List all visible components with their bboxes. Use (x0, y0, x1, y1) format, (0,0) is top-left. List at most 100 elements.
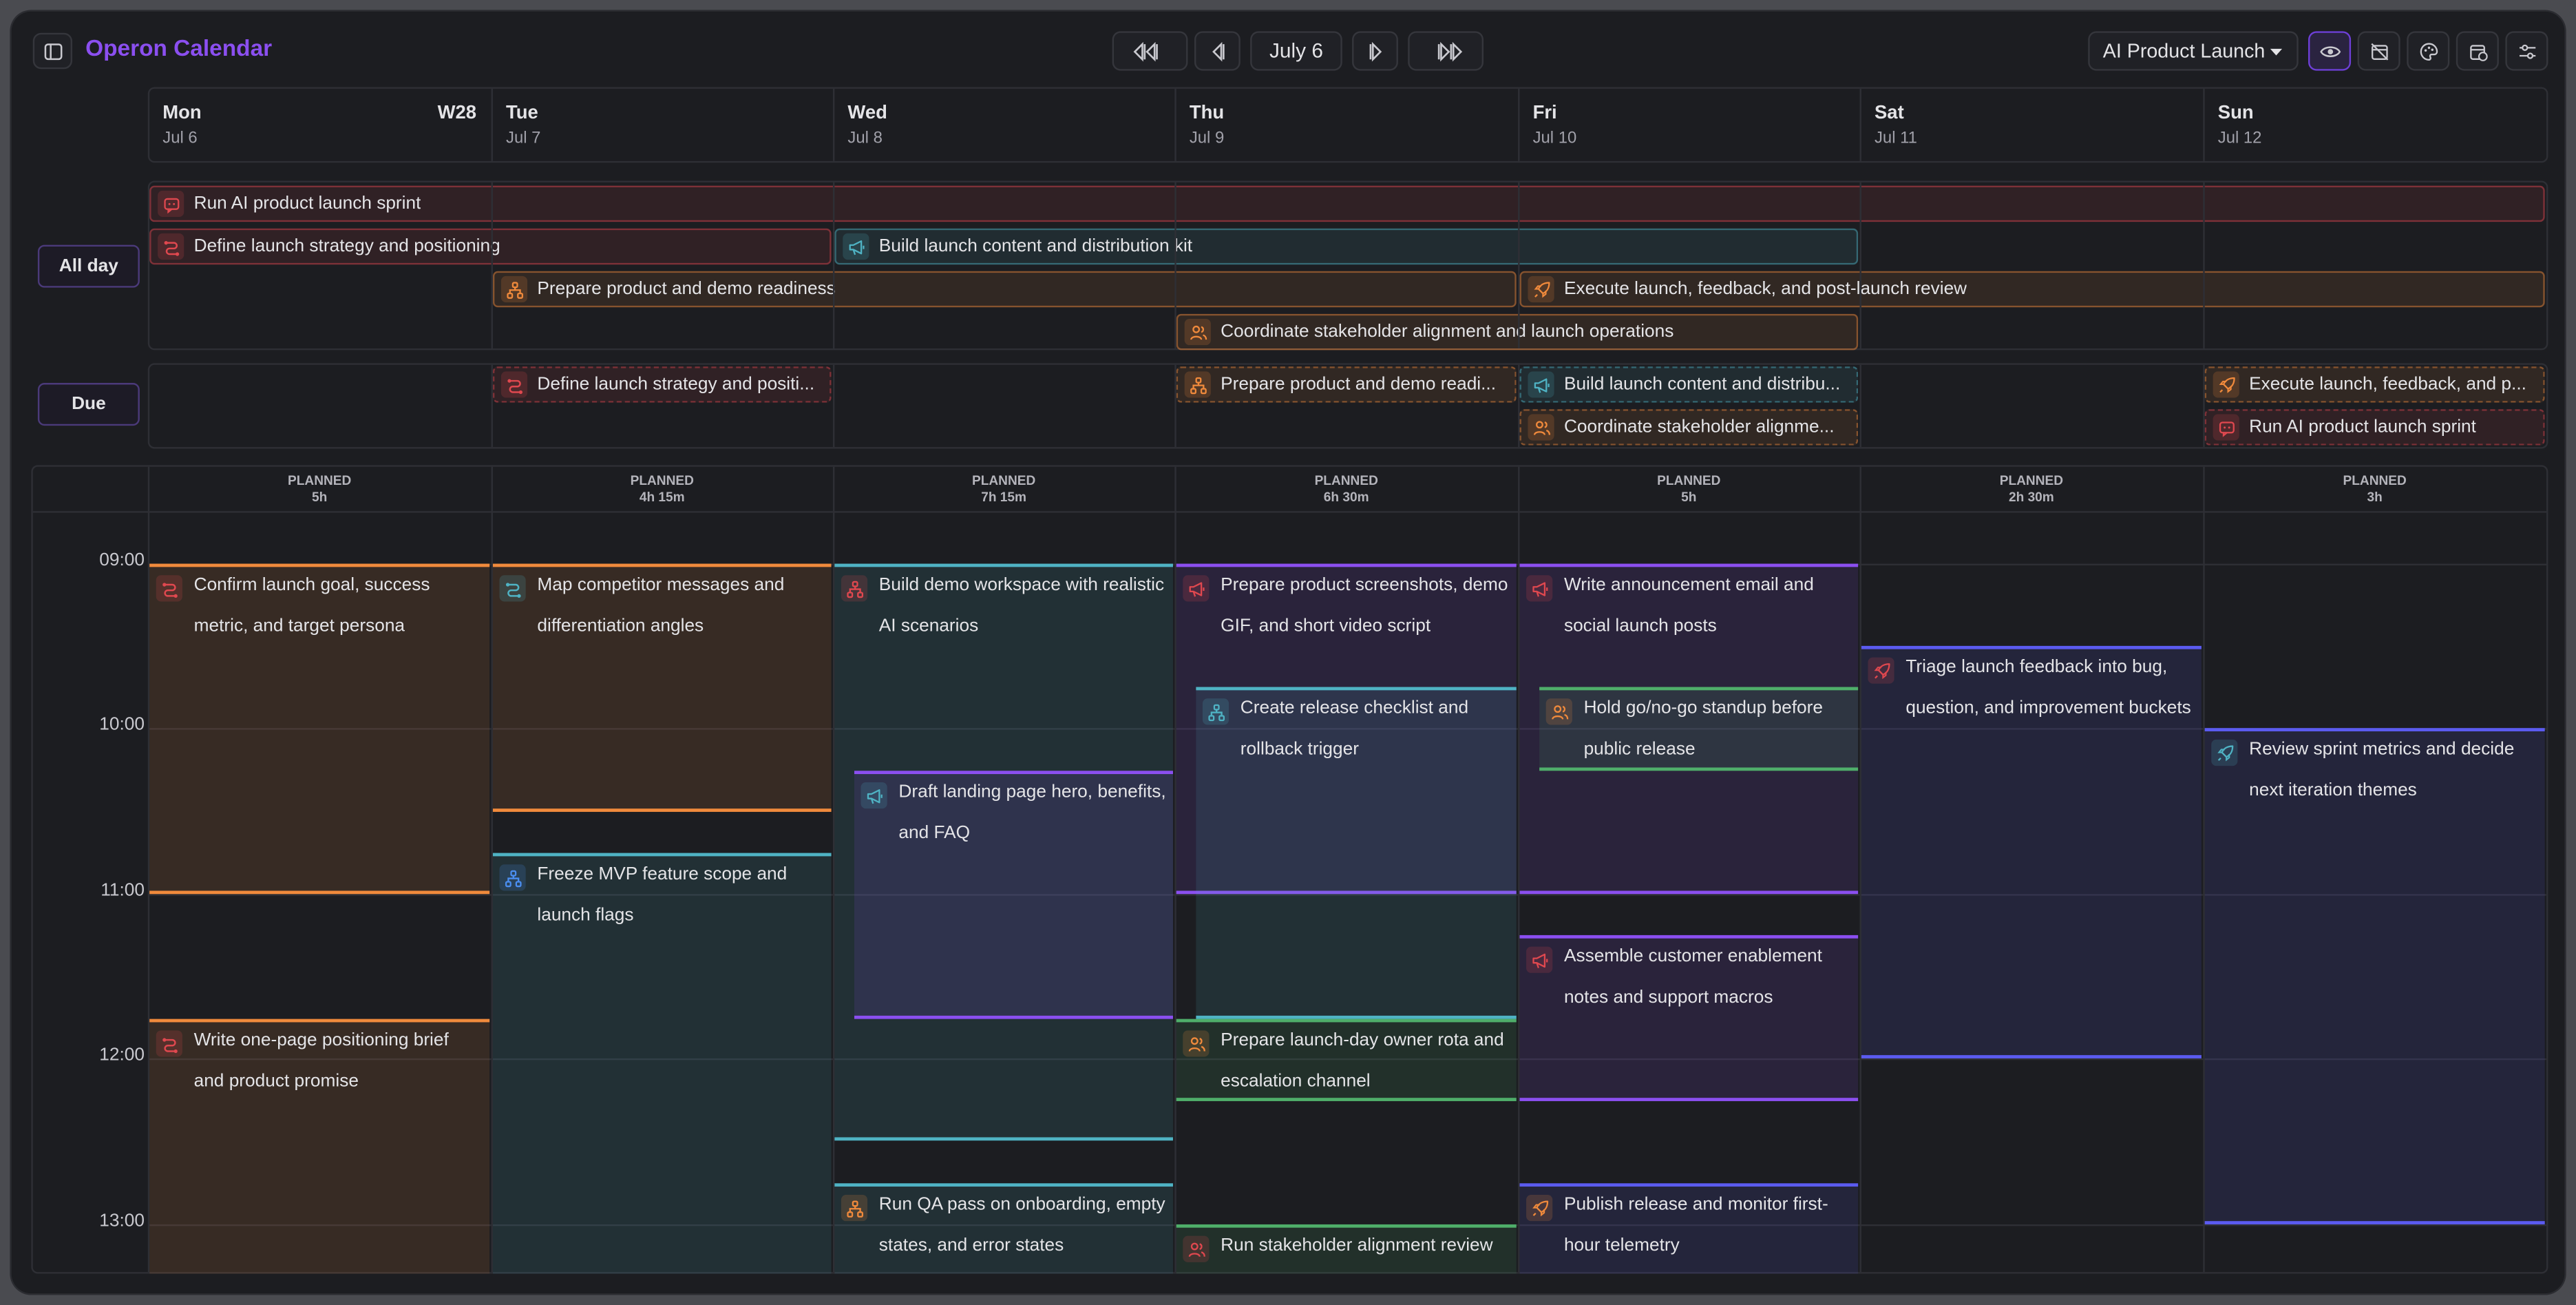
day-date: Jul 8 (847, 129, 883, 148)
event-row: Build demo workspace with realistic AI s… (834, 567, 1173, 647)
due-item[interactable]: Coordinate stakeholder alignme... (1519, 409, 1859, 446)
event-title: Publish release and monitor first-hour t… (1563, 1194, 1828, 1256)
rocket-icon (2213, 371, 2239, 398)
skip-back-double-icon (1133, 41, 1158, 61)
due-item[interactable]: Prepare product and demo readi... (1176, 366, 1517, 403)
settings-button[interactable] (2505, 31, 2548, 71)
timed-event[interactable]: Draft landing page hero, benefits, and F… (854, 771, 1173, 1019)
event-row: Write one-page positioning brief and pro… (149, 1022, 489, 1103)
rocket-icon (2211, 739, 2238, 766)
day-header[interactable]: Sat Jul 11 (1860, 89, 2204, 163)
planned-label: PLANNED (288, 473, 352, 488)
event-row: Assemble customer enablement notes and s… (1520, 939, 1859, 1019)
next-day-button[interactable] (1352, 31, 1398, 71)
day-header[interactable]: Mon Jul 6 W28 (148, 89, 492, 163)
timed-event[interactable]: Hold go/no-go standup before public rele… (1539, 687, 1859, 771)
column-divider (491, 466, 493, 1273)
column-divider (832, 364, 835, 448)
day-name: Mon (162, 103, 202, 123)
event-title: Prepare product and demo readiness (537, 279, 836, 300)
timed-event[interactable]: Triage launch feedback into bug, questio… (1861, 645, 2202, 1058)
event-title: Define launch strategy and positi... (537, 375, 815, 395)
timed-event[interactable]: Prepare product screenshots, demo GIF, a… (1176, 563, 1517, 895)
day-header[interactable]: Fri Jul 10 (1518, 89, 1859, 163)
all-day-event[interactable]: Run AI product launch sprint (149, 185, 2545, 222)
time-label: 12:00 (99, 1045, 145, 1065)
event-title: Execute launch, feedback, and p... (2249, 375, 2526, 395)
megaphone-icon (861, 782, 887, 809)
all-day-event[interactable]: Coordinate stakeholder alignment and lau… (1176, 313, 1859, 351)
palette-icon (2419, 42, 2438, 60)
all-day-area (147, 180, 2548, 351)
timed-event[interactable]: Confirm launch goal, success metric, and… (149, 563, 490, 895)
day-date: Jul 10 (1532, 129, 1577, 148)
all-day-event[interactable]: Execute launch, feedback, and post-launc… (1519, 271, 2545, 308)
all-day-button[interactable]: All day (37, 244, 140, 288)
due-item[interactable]: Execute launch, feedback, and p... (2204, 366, 2545, 403)
calendar-window: Operon Calendar July 6 AI Product Launch… (11, 11, 2565, 1294)
event-title: Build launch content and distribution ki… (878, 236, 1193, 257)
event-title: Assemble customer enablement notes and s… (1563, 946, 1822, 1008)
project-select[interactable]: AI Product Launch (2088, 31, 2299, 71)
theme-button[interactable] (2407, 31, 2450, 71)
users-icon (1184, 318, 1211, 346)
current-date-button[interactable]: July 6 (1250, 31, 1342, 71)
all-day-event[interactable]: Build launch content and distribution ki… (834, 228, 1859, 265)
day-header[interactable]: Tue Jul 7 (492, 89, 833, 163)
time-label: 11:00 (101, 881, 145, 901)
rocket-icon (1528, 275, 1554, 303)
event-title: Coordinate stakeholder alignment and lau… (1221, 322, 1674, 342)
timed-event[interactable]: Publish release and monitor first-hour t… (1519, 1183, 1859, 1274)
project-select-value: AI Product Launch (2102, 39, 2266, 63)
all-day-event[interactable]: Define launch strategy and positioning (149, 228, 832, 265)
planned-value: 3h (2367, 490, 2383, 505)
column-divider (1174, 466, 1176, 1273)
hour-line (147, 728, 2547, 730)
eye-icon (2319, 45, 2341, 56)
timed-event[interactable]: Build demo workspace with realistic AI s… (834, 563, 1173, 1141)
visibility-toggle-button[interactable] (2308, 31, 2352, 71)
event-title: Review sprint metrics and decide next it… (2249, 739, 2515, 801)
due-button[interactable]: Due (37, 383, 140, 426)
event-row: Run QA pass on onboarding, empty states,… (834, 1187, 1173, 1267)
planned-divider (32, 511, 2547, 513)
due-item[interactable]: Build launch content and distribu... (1519, 366, 1859, 403)
event-title: Triage launch feedback into bug, questio… (1905, 657, 2191, 718)
hide-dates-button[interactable] (2357, 31, 2400, 71)
timed-event[interactable]: Review sprint metrics and decide next it… (2204, 728, 2545, 1224)
timed-event[interactable]: Create release checklist and rollback tr… (1196, 687, 1517, 1019)
day-name: Wed (847, 103, 887, 123)
timed-event[interactable]: Write announcement email and social laun… (1519, 563, 1859, 895)
day-header[interactable]: Thu Jul 9 (1174, 89, 1518, 163)
column-divider (1174, 364, 1176, 448)
prev-day-button[interactable] (1194, 31, 1241, 71)
day-name: Fri (1532, 103, 1557, 123)
due-item[interactable]: Define launch strategy and positi... (492, 366, 832, 403)
timed-event[interactable]: Run stakeholder alignment review (1176, 1224, 1517, 1274)
all-day-event[interactable]: Prepare product and demo readiness (492, 271, 1517, 308)
event-title: Run stakeholder alignment review (1221, 1235, 1493, 1256)
sidebar-icon (43, 43, 62, 59)
due-item[interactable]: Run AI product launch sprint (2204, 409, 2545, 446)
sidebar-toggle-button[interactable] (32, 32, 73, 70)
timed-event[interactable]: Run QA pass on onboarding, empty states,… (834, 1183, 1173, 1274)
timed-event[interactable]: Prepare launch-day owner rota and escala… (1176, 1019, 1517, 1101)
megaphone-icon (1183, 575, 1210, 602)
hierarchy-icon (841, 575, 868, 602)
day-header[interactable]: Wed Jul 8 (833, 89, 1174, 163)
event-row: Run stakeholder alignment review (1176, 1228, 1517, 1267)
timed-event[interactable]: Freeze MVP feature scope and launch flag… (492, 853, 832, 1274)
planned-label: PLANNED (1314, 473, 1378, 488)
timed-event[interactable]: Write one-page positioning brief and pro… (149, 1019, 490, 1274)
timed-event[interactable]: Assemble customer enablement notes and s… (1519, 935, 1859, 1101)
day-header[interactable]: Sun Jul 12 (2203, 89, 2546, 163)
schedule-button[interactable] (2456, 31, 2499, 71)
timed-event[interactable]: Map competitor messages and differentiat… (492, 563, 832, 812)
time-label: 13:00 (99, 1211, 145, 1231)
next-week-button[interactable] (1408, 31, 1484, 71)
column-divider (832, 182, 835, 348)
column-divider (1859, 466, 1861, 1273)
prev-week-button[interactable] (1112, 31, 1188, 71)
rocket-icon (1868, 657, 1894, 684)
event-row: Map competitor messages and differentiat… (493, 567, 832, 647)
